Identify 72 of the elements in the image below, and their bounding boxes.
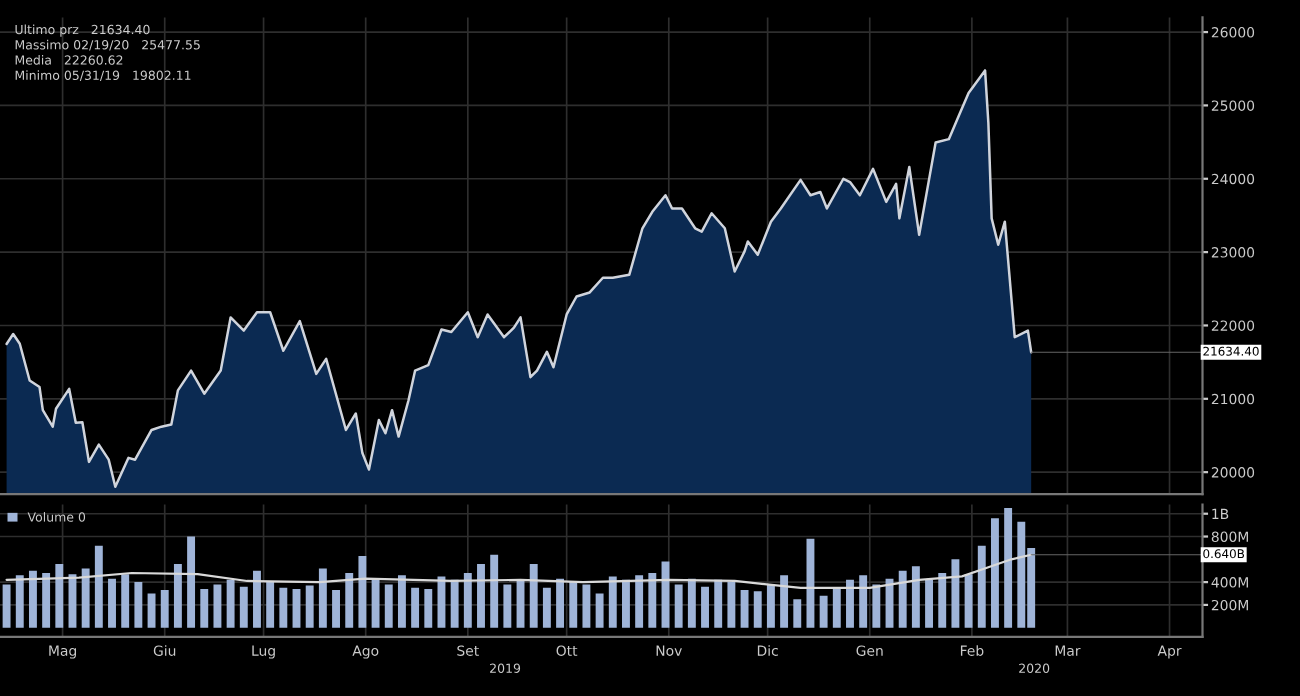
bar <box>1004 508 1013 628</box>
bar <box>358 555 367 628</box>
bar <box>305 585 314 628</box>
bar <box>556 578 565 628</box>
bar <box>701 586 709 628</box>
bar <box>753 591 762 628</box>
bar <box>108 578 116 628</box>
bar <box>714 579 723 628</box>
bar <box>147 593 156 628</box>
bar <box>780 575 789 628</box>
bar <box>2 584 11 628</box>
bar <box>503 584 512 628</box>
bar <box>213 584 222 628</box>
bar <box>727 582 736 628</box>
bar <box>582 584 591 628</box>
bar <box>964 574 973 628</box>
bar <box>15 575 24 628</box>
bar <box>595 593 604 628</box>
bar <box>832 587 841 628</box>
bar <box>977 545 986 628</box>
bar <box>569 582 578 628</box>
bar <box>121 574 130 628</box>
bar <box>872 584 881 628</box>
bar <box>160 590 169 628</box>
bar <box>450 579 459 628</box>
bar <box>318 568 327 628</box>
bar <box>253 570 261 628</box>
bar <box>226 579 235 628</box>
bar <box>938 573 947 628</box>
bar <box>477 563 485 628</box>
bar <box>766 584 775 628</box>
bar <box>951 559 960 628</box>
bar <box>371 578 380 628</box>
bar <box>608 576 617 628</box>
bar <box>384 584 393 628</box>
bar <box>279 587 288 628</box>
bar <box>846 579 854 628</box>
bar <box>898 570 907 628</box>
bar <box>990 518 999 628</box>
bar <box>94 545 103 628</box>
bar <box>200 588 209 628</box>
bar <box>173 563 182 628</box>
bar <box>793 599 802 628</box>
bar <box>81 568 90 628</box>
bar <box>463 573 472 628</box>
bar <box>332 590 340 628</box>
bar <box>345 573 354 628</box>
bar <box>859 575 868 628</box>
bar <box>55 563 64 628</box>
bar <box>187 536 196 628</box>
bar <box>542 587 551 628</box>
bar <box>397 575 406 628</box>
bar <box>806 538 815 628</box>
bar <box>635 575 644 628</box>
bar <box>622 579 630 628</box>
bar <box>648 573 657 628</box>
bar <box>424 588 433 628</box>
bar <box>28 570 37 628</box>
line-series <box>5 553 1033 589</box>
bar <box>674 584 683 628</box>
bar <box>239 586 248 628</box>
bar <box>911 566 920 628</box>
bar <box>687 578 696 628</box>
bar <box>490 554 499 628</box>
bar <box>411 587 420 628</box>
bar <box>740 590 749 628</box>
bar <box>134 582 143 628</box>
bar <box>529 563 538 628</box>
bar <box>925 579 934 628</box>
bar <box>819 595 828 628</box>
bar <box>42 573 51 628</box>
bar <box>266 582 275 628</box>
